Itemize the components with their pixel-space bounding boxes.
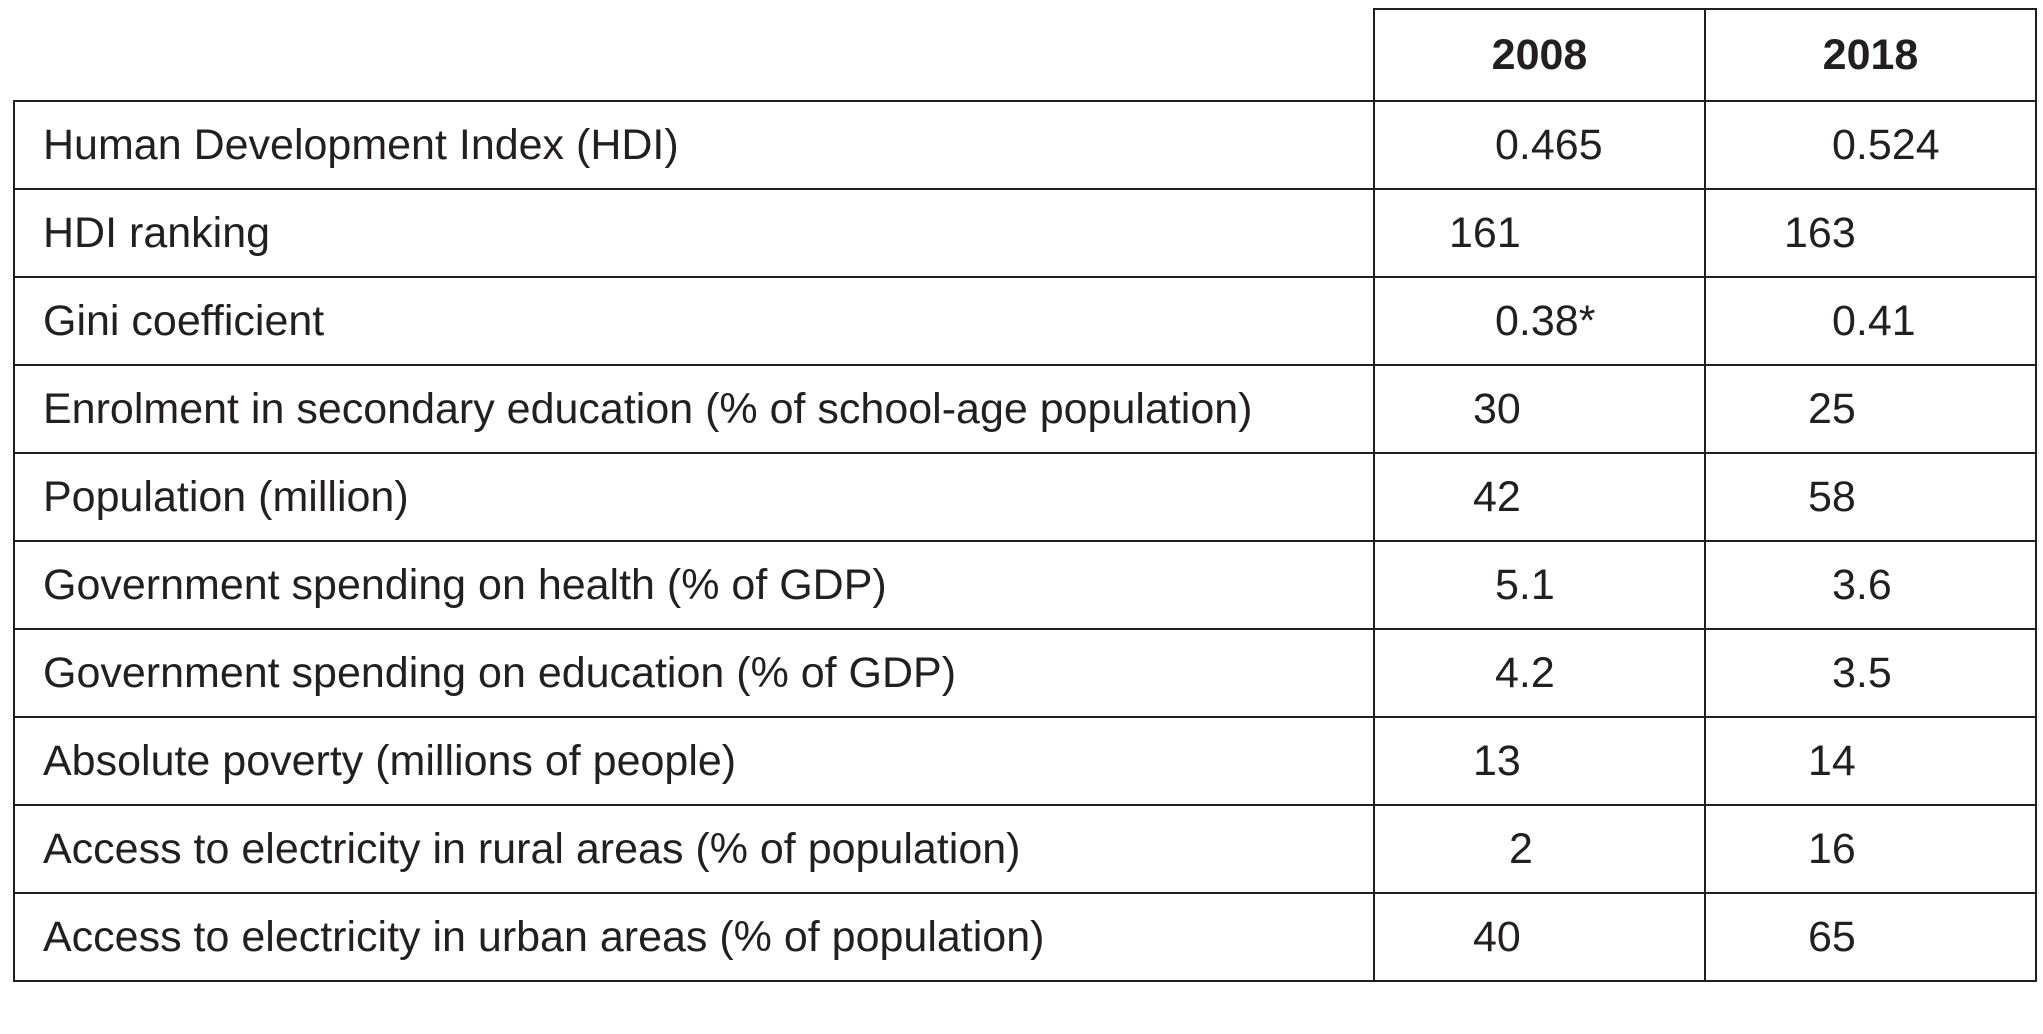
table-body: Human Development Index (HDI) 0.465 0.52… <box>13 100 2037 982</box>
data-table: 2008 2018 Human Development Index (HDI) … <box>13 8 2037 982</box>
table-header-row: 2008 2018 <box>14 8 2037 102</box>
row-label: Government spending on education (% of G… <box>13 628 1375 718</box>
row-label: Population (million) <box>13 452 1375 542</box>
value-2008: 4.2 <box>1373 628 1706 718</box>
value-2008: 0.38* <box>1373 276 1706 366</box>
value-2018: 3.5 <box>1704 628 2037 718</box>
row-label: Human Development Index (HDI) <box>13 100 1375 190</box>
value-2018: 14 <box>1704 716 2037 806</box>
value-2018: 16 <box>1704 804 2037 894</box>
value-2008: 161 <box>1373 188 1706 278</box>
value-2008: 2 <box>1373 804 1706 894</box>
table-row: Absolute poverty (millions of people) 13… <box>13 716 2037 806</box>
table-row: Population (million) 42 58 <box>13 452 2037 542</box>
value-2018: 25 <box>1704 364 2037 454</box>
table-row: HDI ranking 161 163 <box>13 188 2037 278</box>
table-row: Access to electricity in urban areas (% … <box>13 892 2037 982</box>
row-label: Government spending on health (% of GDP) <box>13 540 1375 630</box>
row-label: HDI ranking <box>13 188 1375 278</box>
value-2018: 65 <box>1704 892 2037 982</box>
table-row: Gini coefficient 0.38* 0.41 <box>13 276 2037 366</box>
row-label: Access to electricity in rural areas (% … <box>13 804 1375 894</box>
value-2008: 0.465 <box>1373 100 1706 190</box>
value-2008: 5.1 <box>1373 540 1706 630</box>
row-label: Enrolment in secondary education (% of s… <box>13 364 1375 454</box>
table-row: Government spending on health (% of GDP)… <box>13 540 2037 630</box>
header-year-2008: 2008 <box>1373 8 1706 102</box>
row-label: Absolute poverty (millions of people) <box>13 716 1375 806</box>
table-row: Enrolment in secondary education (% of s… <box>13 364 2037 454</box>
header-blank-cell <box>14 9 1375 102</box>
value-2018: 163 <box>1704 188 2037 278</box>
header-year-2018: 2018 <box>1704 8 2037 102</box>
table-row: Access to electricity in rural areas (% … <box>13 804 2037 894</box>
value-2008: 42 <box>1373 452 1706 542</box>
value-2018: 0.41 <box>1704 276 2037 366</box>
row-label: Gini coefficient <box>13 276 1375 366</box>
value-2008: 13 <box>1373 716 1706 806</box>
value-2008: 30 <box>1373 364 1706 454</box>
table-row: Government spending on education (% of G… <box>13 628 2037 718</box>
value-2018: 3.6 <box>1704 540 2037 630</box>
row-label: Access to electricity in urban areas (% … <box>13 892 1375 982</box>
table-row: Human Development Index (HDI) 0.465 0.52… <box>13 100 2037 190</box>
value-2018: 0.524 <box>1704 100 2037 190</box>
value-2018: 58 <box>1704 452 2037 542</box>
value-2008: 40 <box>1373 892 1706 982</box>
